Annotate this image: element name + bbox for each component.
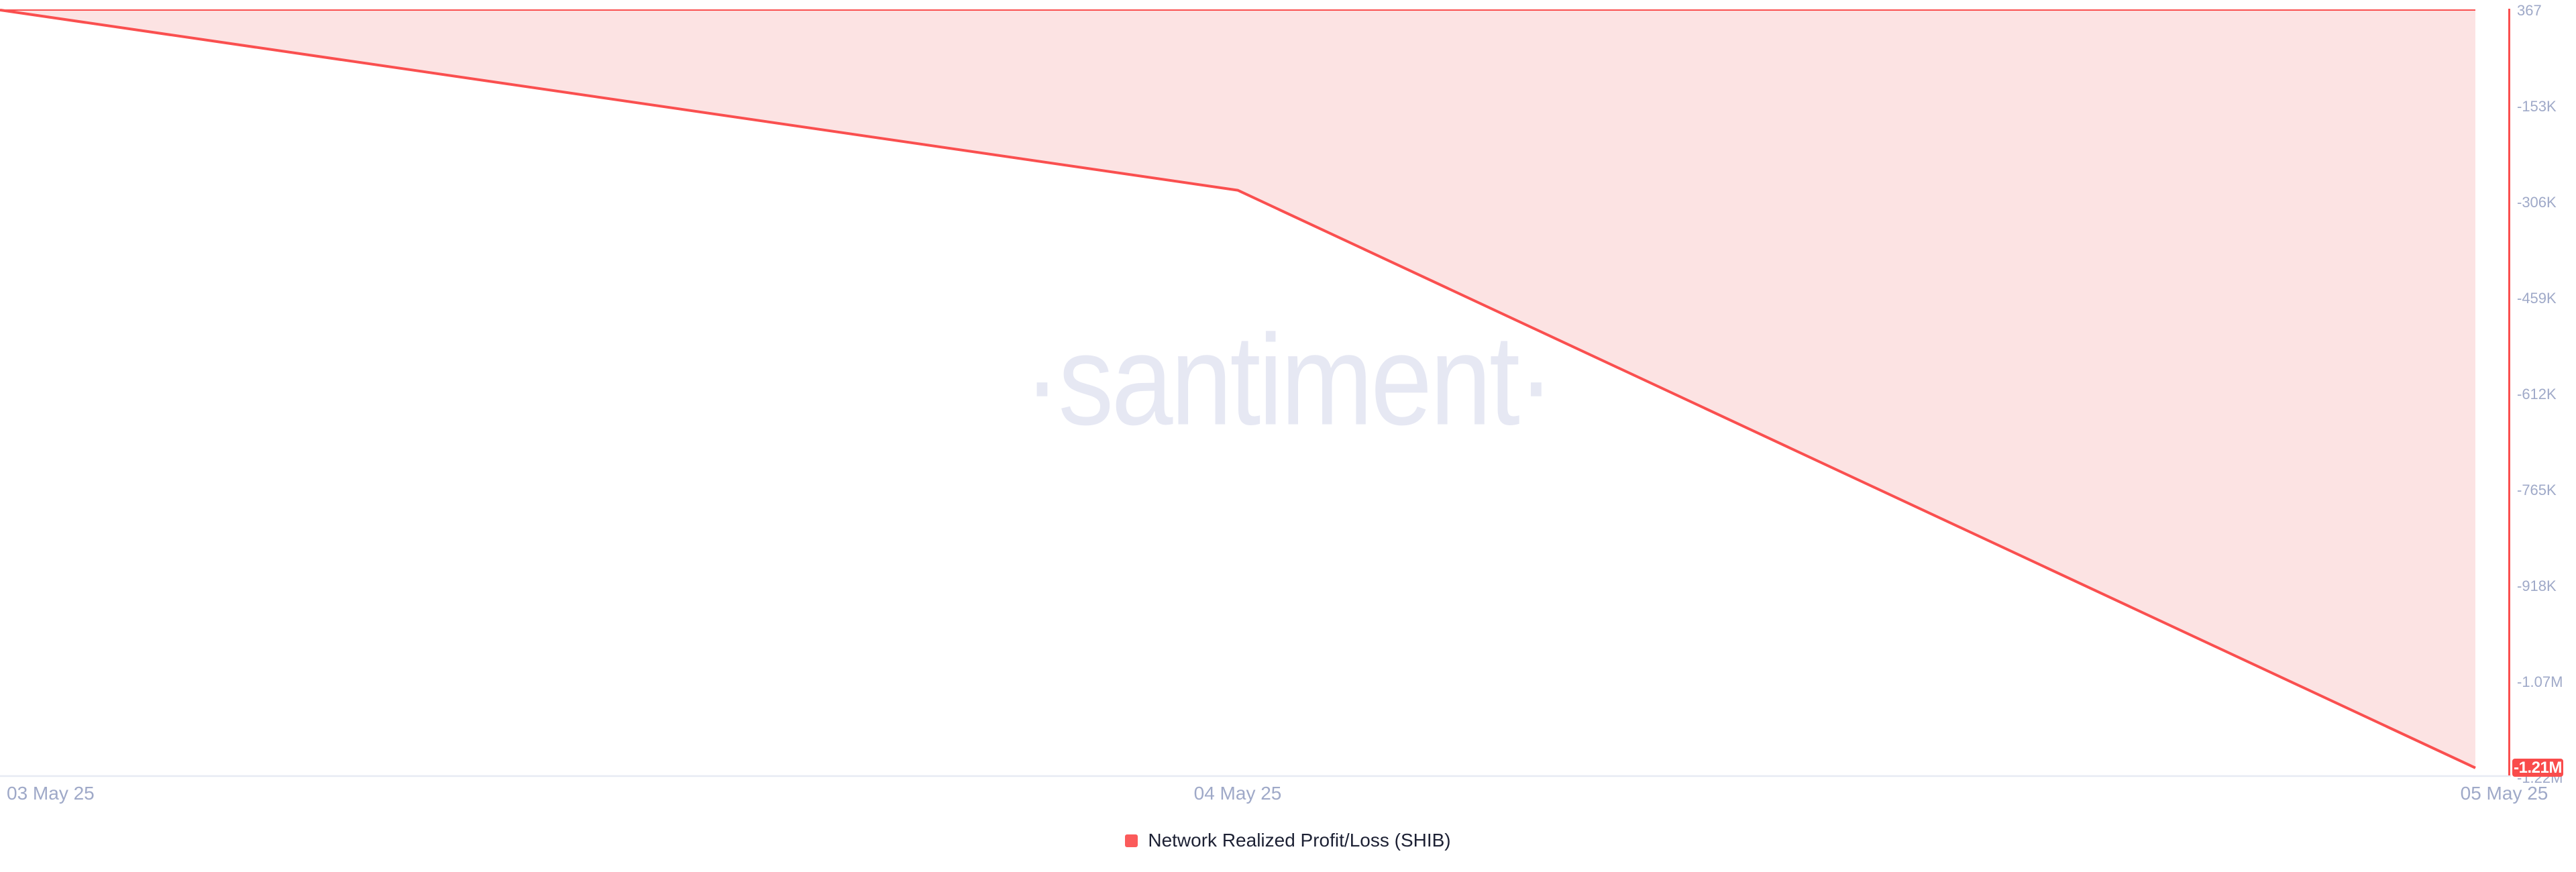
- y-tick-label: 367: [2517, 1, 2542, 19]
- series-line[interactable]: [0, 9, 2476, 769]
- x-tick-label: 03 May 25: [7, 783, 95, 804]
- santiment-watermark: ·santiment·: [1023, 307, 1554, 452]
- y-tick-label: -306K: [2517, 193, 2557, 211]
- y-tick-label: -612K: [2517, 385, 2557, 402]
- y-tick-label: -918K: [2517, 578, 2557, 595]
- current-value-badge: -1.21M: [2512, 759, 2563, 777]
- x-tick-label: 05 May 25: [2460, 783, 2548, 804]
- y-tick-label: -153K: [2517, 97, 2557, 115]
- x-tick-label: 04 May 25: [1193, 783, 1282, 804]
- legend-label[interactable]: Network Realized Profit/Loss (SHIB): [1148, 830, 1451, 851]
- area-fill: [0, 10, 2475, 768]
- y-tick-label: -1.07M: [2517, 673, 2563, 691]
- y-tick-label: -765K: [2517, 482, 2557, 498]
- y-tick-label: -459K: [2517, 289, 2557, 307]
- legend-swatch[interactable]: [1125, 834, 1138, 847]
- legend: Network Realized Profit/Loss (SHIB): [0, 830, 2576, 851]
